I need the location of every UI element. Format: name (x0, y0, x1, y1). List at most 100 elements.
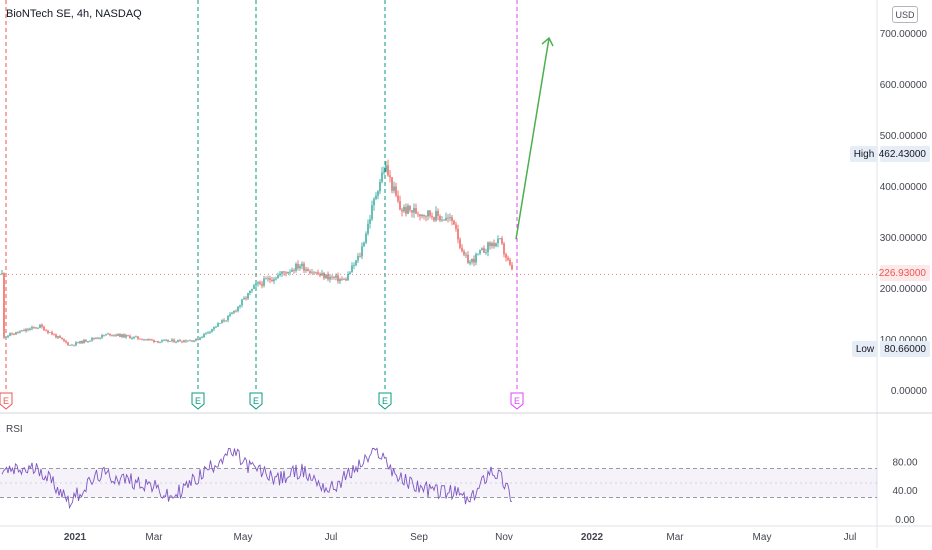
candle-body (103, 335, 105, 336)
candle-body (379, 181, 381, 192)
candle-body (343, 279, 345, 280)
candle-body (53, 334, 55, 336)
candle-body (503, 243, 505, 255)
candle-body (169, 340, 171, 342)
time-axis-label: Nov (495, 532, 513, 543)
candle-body (233, 310, 235, 313)
candle-body (113, 334, 115, 336)
candle-body (55, 334, 57, 338)
candle-body (451, 217, 453, 221)
candle-body (15, 332, 17, 335)
time-axis-label: Jul (325, 532, 338, 543)
candle-body (201, 337, 203, 338)
candle-body (499, 238, 501, 240)
candle-body (311, 272, 313, 274)
candle-body (163, 340, 165, 341)
candle-body (453, 220, 455, 225)
candle-body (299, 266, 301, 269)
candle-body (279, 273, 281, 276)
candle-body (361, 246, 363, 257)
candle-body (397, 195, 399, 202)
candle-body (23, 330, 25, 332)
candle-body (29, 328, 31, 331)
candle-body (205, 332, 207, 334)
candle-body (401, 209, 403, 212)
earnings-marker-label: E (3, 396, 9, 406)
candle-body (243, 297, 245, 300)
candle-body (309, 271, 311, 274)
candle-body (387, 165, 389, 176)
candle-body (125, 335, 127, 338)
low-value-tag: 80.66000 (880, 341, 930, 357)
candle-body (109, 333, 111, 336)
candle-body (487, 242, 489, 253)
candle-body (37, 327, 39, 329)
candle-body (219, 322, 221, 324)
currency-button[interactable]: USD (892, 6, 918, 23)
candle-body (33, 327, 35, 328)
candle-body (41, 324, 43, 327)
candle-body (207, 332, 209, 334)
candle-body (203, 333, 205, 338)
candle-body (111, 335, 113, 337)
candle-body (77, 342, 79, 344)
candle-body (493, 243, 495, 247)
candle-body (413, 208, 415, 213)
candle-body (139, 338, 141, 340)
candle-body (375, 195, 377, 199)
candle-body (483, 248, 485, 253)
rsi-indicator-label[interactable]: RSI (6, 424, 23, 435)
candle-body (301, 263, 303, 267)
earnings-marker (378, 392, 392, 410)
candle-body (293, 269, 295, 271)
time-axis-label: Sep (410, 532, 428, 543)
candle-body (479, 250, 481, 254)
candle-body (415, 208, 417, 214)
candle-body (197, 338, 199, 340)
candle-body (27, 329, 29, 331)
candle-body (149, 339, 151, 340)
candle-body (265, 278, 267, 280)
candle-body (381, 172, 383, 182)
candle-body (25, 329, 27, 332)
candle-body (153, 339, 155, 342)
candle-body (403, 206, 405, 212)
candle-body (349, 272, 351, 275)
earnings-marker (0, 392, 13, 410)
candle-body (285, 272, 287, 274)
price-scale-label: 300.00000 (880, 233, 928, 244)
candle-body (45, 330, 47, 332)
high-value-tag: 462.43000 (879, 146, 930, 162)
candle-body (277, 275, 279, 279)
time-axis-label: 2022 (581, 532, 604, 543)
symbol-title[interactable]: BioNTech SE, 4h, NASDAQ (6, 8, 142, 20)
candle-body (179, 340, 181, 342)
candle-body (511, 264, 513, 270)
projection-arrow-head (541, 36, 554, 47)
candle-body (337, 275, 339, 282)
candle-body (481, 248, 483, 251)
candle-body (61, 338, 63, 340)
candle-body (417, 213, 419, 215)
candle-body (435, 211, 437, 221)
price-scale-label: 100.00000 (880, 335, 928, 346)
candle-body (143, 339, 145, 341)
candle-body (259, 282, 261, 284)
candle-body (273, 279, 275, 282)
candle-body (229, 314, 231, 316)
candle-body (123, 334, 125, 338)
candle-body (427, 210, 429, 217)
candle-body (181, 341, 183, 343)
candle-body (129, 335, 131, 339)
candle-body (7, 335, 9, 337)
candle-body (117, 333, 119, 336)
candle-body (251, 288, 253, 291)
candle-body (73, 344, 75, 346)
candle-body (65, 340, 67, 343)
candle-body (377, 191, 379, 196)
candle-body (307, 269, 309, 272)
candle-body (213, 326, 215, 330)
low-label: Low (852, 341, 878, 357)
